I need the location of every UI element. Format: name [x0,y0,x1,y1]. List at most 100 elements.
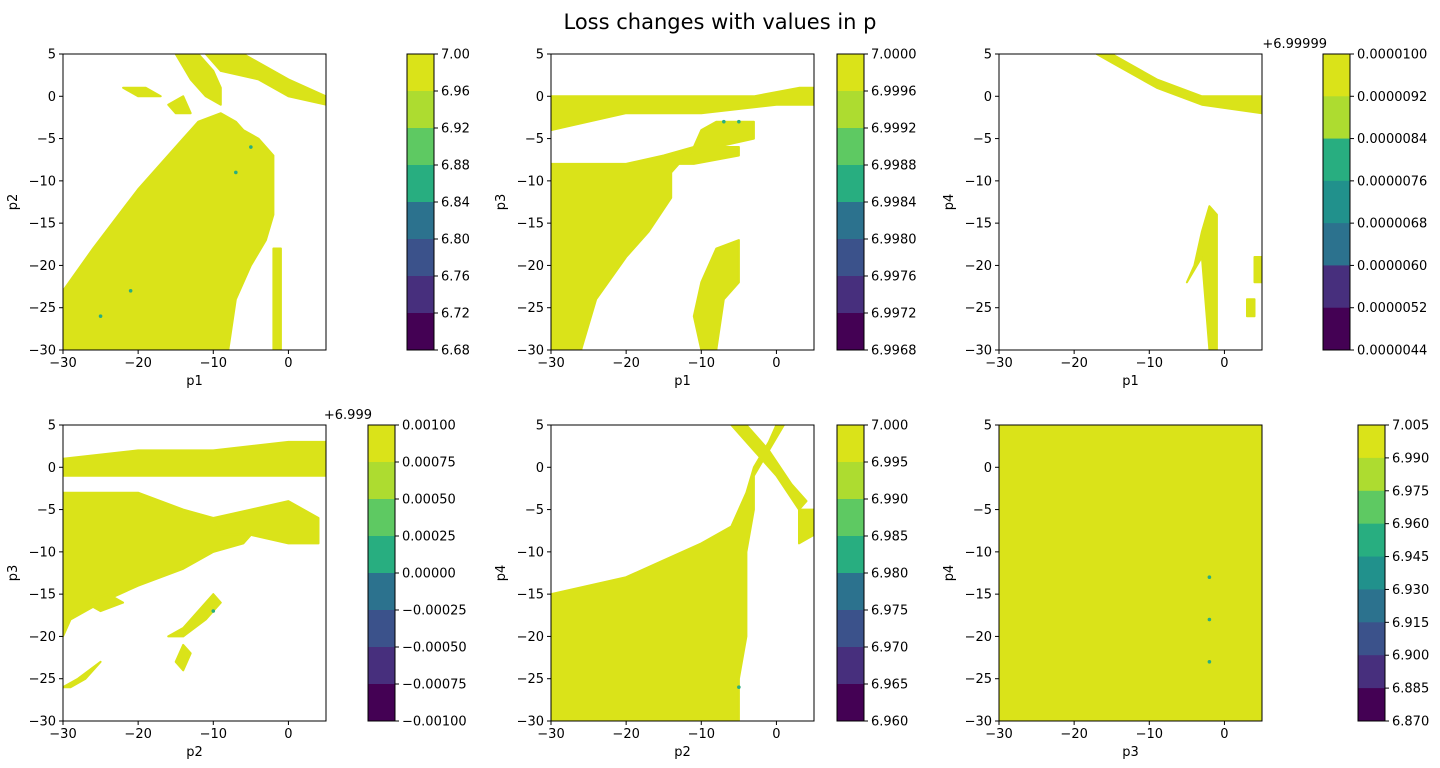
y-axis-label: p4 [942,565,957,582]
colorbar-segment [407,276,434,314]
colorbar-segment [368,610,395,648]
colorbar-segment [837,499,864,537]
colorbar-segment [1358,425,1385,459]
colorbar-segment [837,202,864,240]
contour-region [167,593,222,638]
colorbar-segment [837,276,864,314]
colorbar-tick-label: 6.985 [871,530,908,545]
colorbar-tick-label: 6.9984 [871,196,917,211]
x-tick-label: 0 [284,727,292,742]
contour-regions [551,425,814,721]
y-tick-label: 0 [984,90,992,105]
x-tick-label: −30 [985,727,1012,742]
axes-frame [62,53,327,351]
colorbar-tick-label: 0.00025 [402,530,456,545]
axes-frame [62,424,327,722]
colorbar-segment [1323,223,1350,266]
y-tick-label: −20 [965,259,992,274]
y-tick-label: 5 [48,419,56,434]
colorbar-segment [837,684,864,722]
contour-region [63,112,275,350]
contour-region [1253,256,1262,284]
contour-spot [128,289,133,293]
subplot-6: −30 −20 −10 0 5 0 −5 −10 −15 −20 −25 −30 p3 p4 7.005 6.… [942,419,1429,761]
contour-region [999,425,1262,721]
colorbar-frame [1322,53,1351,351]
y-tick-label: −25 [517,672,544,687]
y-tick-label: −15 [517,217,544,232]
x-tick-label: −20 [124,727,151,742]
colorbar-tick-label: 6.960 [871,715,908,730]
y-tick-label: −10 [965,545,992,560]
x-tick-label: 0 [772,356,780,371]
x-tick-label: 0 [284,356,292,371]
colorbar-tick-label: 6.870 [1392,715,1429,730]
contour-regions [63,440,326,689]
contour-region [692,239,740,350]
colorbar-tick-label: 0.0000100 [1357,48,1427,63]
y-tick-label: −10 [517,545,544,560]
y-tick-label: −25 [517,301,544,316]
x-axis-label: p1 [1122,374,1139,389]
x-axis-label: p2 [186,745,203,760]
subplot-3: −30 −20 −10 0 5 0 −5 −10 −15 −20 −25 −30 p1 p4 0.00001… [942,37,1427,389]
x-tick-label: 0 [772,727,780,742]
colorbar-tick-label: 6.9976 [871,270,917,285]
colorbar-segment [1358,589,1385,623]
contour-spot [249,145,253,149]
colorbar-tick-label: 6.900 [1392,649,1429,664]
colorbar-segment [837,54,864,92]
colorbar-segment [407,128,434,166]
y-tick-label: 5 [984,48,992,63]
colorbar-offset-label: +6.999 [324,408,372,423]
y-tick-label: −30 [29,344,56,359]
x-axis-label: p2 [674,745,691,760]
y-tick-label: −15 [965,217,992,232]
contour-region [1185,205,1218,350]
colorbar-tick-label: 6.68 [441,344,470,359]
contour-region [272,247,282,350]
colorbar-segment [1323,265,1350,309]
colorbar-tick-label: 6.995 [871,456,908,471]
y-tick-label: −20 [517,259,544,274]
y-axis-label: p3 [494,194,509,211]
y-tick-label: −30 [517,715,544,730]
y-tick-label: −15 [965,588,992,603]
colorbar-tick-label: 7.00 [441,48,470,63]
y-tick-label: −30 [965,344,992,359]
x-tick-label: −30 [537,356,564,371]
colorbar-tick-label: 6.990 [1392,451,1429,466]
colorbar-tick-label: −0.00075 [402,678,467,693]
y-axis-label: p2 [6,194,21,211]
y-tick-label: −10 [29,174,56,189]
colorbar: 7.0000 6.9996 6.9992 6.9988 6.9984 6.9980 6.99… [836,48,917,359]
contour-spot [1207,660,1212,664]
y-tick-label: −20 [965,630,992,645]
colorbar-tick-label: 6.965 [871,678,908,693]
colorbar-segment [368,647,395,685]
contour-spot [737,119,741,124]
colorbar-segment [837,536,864,574]
colorbar-segment [407,165,434,203]
colorbar-segment [368,684,395,722]
colorbar-segment [368,499,395,537]
colorbar: 7.00 6.96 6.92 6.88 6.84 6.80 6.76 6.72 6.68 [406,48,470,359]
colorbar-segment [837,610,864,648]
colorbar-segment [1358,655,1385,689]
y-tick-label: −30 [29,715,56,730]
colorbar-segment [1323,54,1350,97]
y-tick-label: −20 [517,630,544,645]
colorbar-segment [407,202,434,240]
x-tick-label: −30 [985,356,1012,371]
y-tick-label: 0 [48,90,56,105]
contour-regions [551,86,814,350]
contour-region [1095,54,1262,115]
colorbar-tick-label: 6.9996 [871,85,917,100]
y-tick-label: −5 [37,132,56,147]
colorbar-segment [1323,96,1350,140]
y-tick-label: −20 [29,630,56,645]
colorbar-segment [1358,622,1385,656]
colorbar-tick-label: 0.00050 [402,493,456,508]
colorbar-tick-label: −0.00100 [402,715,467,730]
